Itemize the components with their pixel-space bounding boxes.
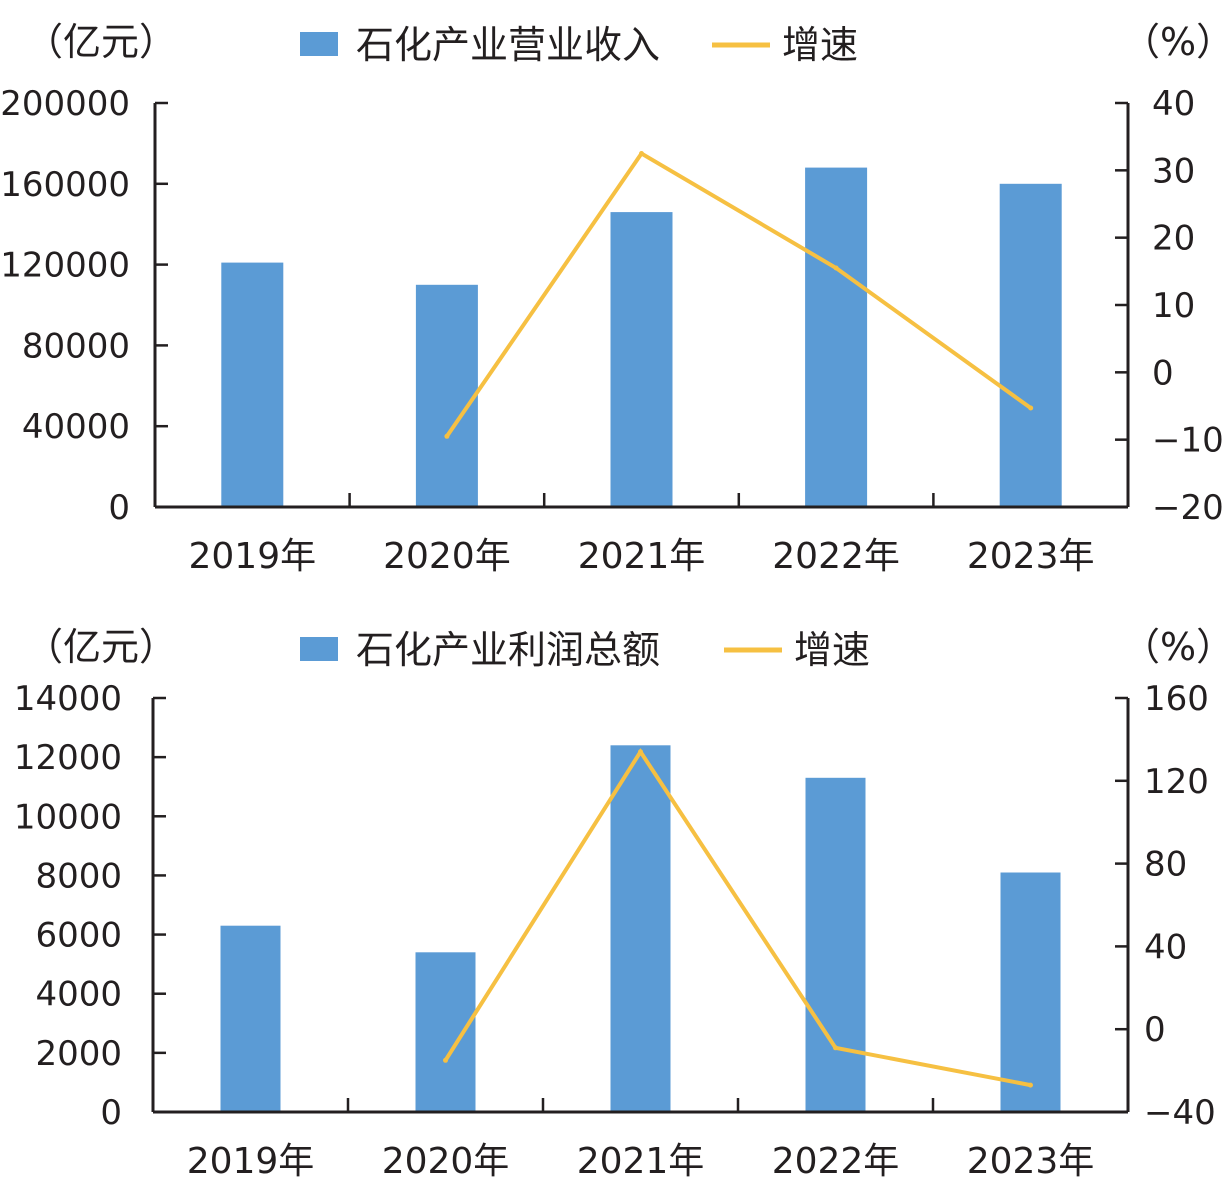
profit-chart: 0 2000 4000 6000 8000 10000 12000 14000 −40 0 40 80…: [0, 595, 1226, 1190]
growth-line: [445, 150, 1032, 438]
left-tick-label: 10000: [14, 797, 122, 837]
bar-2022年: [805, 777, 866, 1112]
bar-2021年: [610, 212, 673, 507]
category-label: 2021年: [577, 1141, 705, 1182]
growth-line: [443, 748, 1031, 1088]
category-label: 2023年: [967, 536, 1095, 577]
category-label: 2019年: [188, 536, 316, 577]
revenue-chart-svg: 0 40000 80000 120000 160000 200000 −20 −10 0 10 20…: [0, 20, 1226, 577]
growth-point-2020年: [443, 1057, 448, 1063]
left-tick-label: 8000: [35, 856, 122, 896]
left-tick-label: 14000: [14, 679, 122, 719]
left-tick-label: 160000: [0, 165, 130, 205]
right-tick-label: −20: [1152, 488, 1224, 528]
revenue-chart: 0 40000 80000 120000 160000 200000 −20 −10 0 10 20…: [0, 0, 1226, 595]
left-tick-label: 6000: [35, 916, 122, 956]
right-tick-label: 0: [1152, 353, 1174, 393]
legend-bar-label: 石化产业利润总额: [356, 628, 660, 672]
growth-point-2022年: [833, 265, 839, 271]
left-tick-label: 120000: [0, 246, 130, 286]
right-tick-label: 40: [1144, 927, 1187, 967]
bar-2019年: [221, 262, 284, 507]
legend-bar-label: 石化产业营业收入: [356, 23, 660, 67]
growth-point-2022年: [833, 1045, 838, 1051]
left-tick-label: 4000: [35, 975, 122, 1015]
growth-point-2023年: [1028, 1082, 1033, 1088]
category-label: 2022年: [772, 536, 900, 577]
category-label: 2020年: [382, 1141, 510, 1182]
right-tick-label: 10: [1152, 286, 1195, 326]
legend-bar-swatch: [300, 637, 338, 661]
bar-2021年: [610, 745, 671, 1112]
bar-2023年: [999, 183, 1062, 508]
left-tick-label: 2000: [35, 1034, 122, 1074]
growth-point-2021年: [638, 749, 643, 755]
category-label: 2020年: [383, 536, 511, 577]
right-tick-label: 40: [1152, 84, 1195, 124]
left-tick-label: 40000: [22, 407, 130, 447]
left-tick-label: 0: [100, 1093, 122, 1133]
right-tick-label: −10: [1152, 421, 1224, 461]
profit-chart-svg: 0 2000 4000 6000 8000 10000 12000 14000 −40 0 40 80…: [14, 625, 1226, 1182]
legend-line-label: 增速: [782, 23, 858, 67]
right-tick-label: 120: [1144, 762, 1209, 802]
category-label: 2022年: [772, 1141, 900, 1182]
left-unit-label: （亿元）: [25, 625, 177, 669]
bar-2019年: [220, 925, 281, 1112]
right-unit-label: （%）: [1122, 20, 1226, 64]
bar-2022年: [805, 167, 868, 507]
legend-line-label: 增速: [794, 628, 870, 672]
bar-2020年: [415, 284, 478, 507]
bar-2023年: [1000, 872, 1061, 1112]
right-tick-label: 80: [1144, 845, 1187, 885]
left-unit-label: （亿元）: [25, 20, 177, 64]
left-tick-label: 80000: [22, 326, 130, 366]
category-label: 2023年: [967, 1141, 1095, 1182]
legend-bar-swatch: [300, 32, 338, 56]
right-unit-label: （%）: [1122, 625, 1226, 669]
left-tick-label: 200000: [0, 84, 130, 124]
left-tick-label: 0: [108, 488, 130, 528]
growth-point-2020年: [444, 433, 450, 439]
right-tick-label: 20: [1152, 219, 1195, 259]
right-tick-label: 0: [1144, 1010, 1166, 1050]
left-tick-label: 12000: [14, 738, 122, 778]
bar-2020年: [415, 952, 476, 1112]
category-label: 2021年: [578, 536, 706, 577]
right-tick-label: 160: [1144, 679, 1209, 719]
right-tick-label: 30: [1152, 151, 1195, 191]
growth-point-2021年: [639, 151, 644, 156]
category-label: 2019年: [187, 1141, 315, 1182]
right-tick-label: −40: [1144, 1093, 1216, 1133]
growth-point-2023年: [1028, 405, 1034, 411]
